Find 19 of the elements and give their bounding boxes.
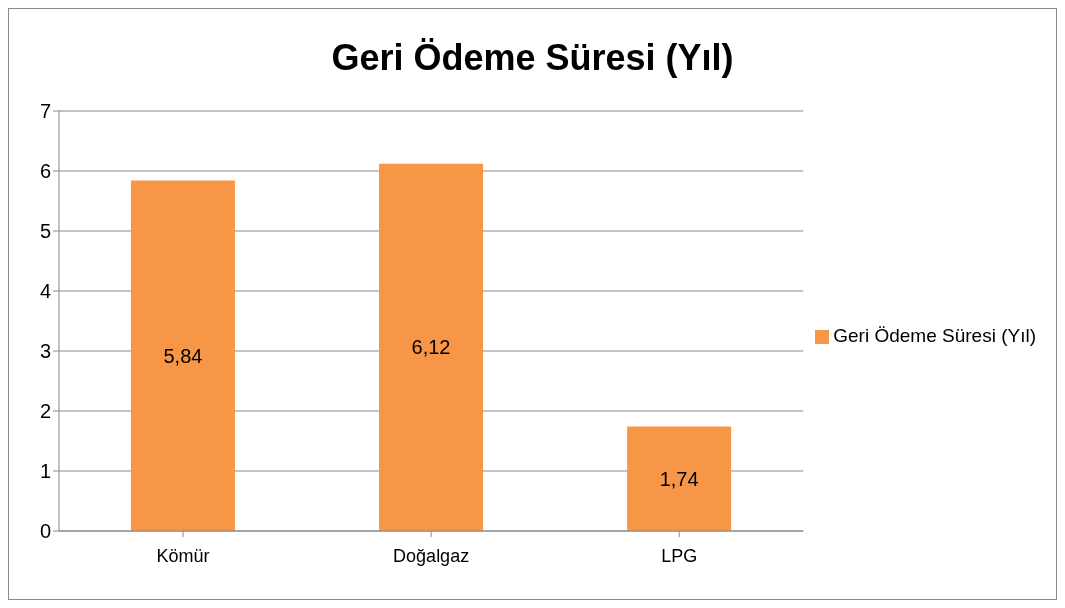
chart-title: Geri Ödeme Süresi (Yıl) [330, 36, 735, 80]
x-tick-label: Doğalgaz [393, 545, 470, 566]
data-label: 5,84 [163, 344, 203, 367]
y-tick-label: 6 [39, 160, 51, 183]
y-tick-label: 2 [39, 400, 51, 423]
bar [379, 163, 484, 531]
y-tick-label: 5 [39, 220, 51, 243]
x-tick-label: Kömür [156, 545, 210, 566]
y-tick-label: 4 [39, 280, 51, 303]
bar [130, 180, 235, 531]
bar [627, 426, 732, 531]
y-tick-label: 0 [39, 520, 51, 543]
x-tick-label: LPG [661, 545, 698, 566]
data-label: 1,74 [659, 467, 699, 490]
data-label: 6,12 [411, 336, 451, 359]
y-tick-label: 3 [39, 340, 51, 363]
legend-label: Geri Ödeme Süresi (Yıl) [833, 325, 1036, 346]
y-tick-label: 1 [39, 460, 51, 483]
y-tick-label: 7 [39, 100, 51, 123]
